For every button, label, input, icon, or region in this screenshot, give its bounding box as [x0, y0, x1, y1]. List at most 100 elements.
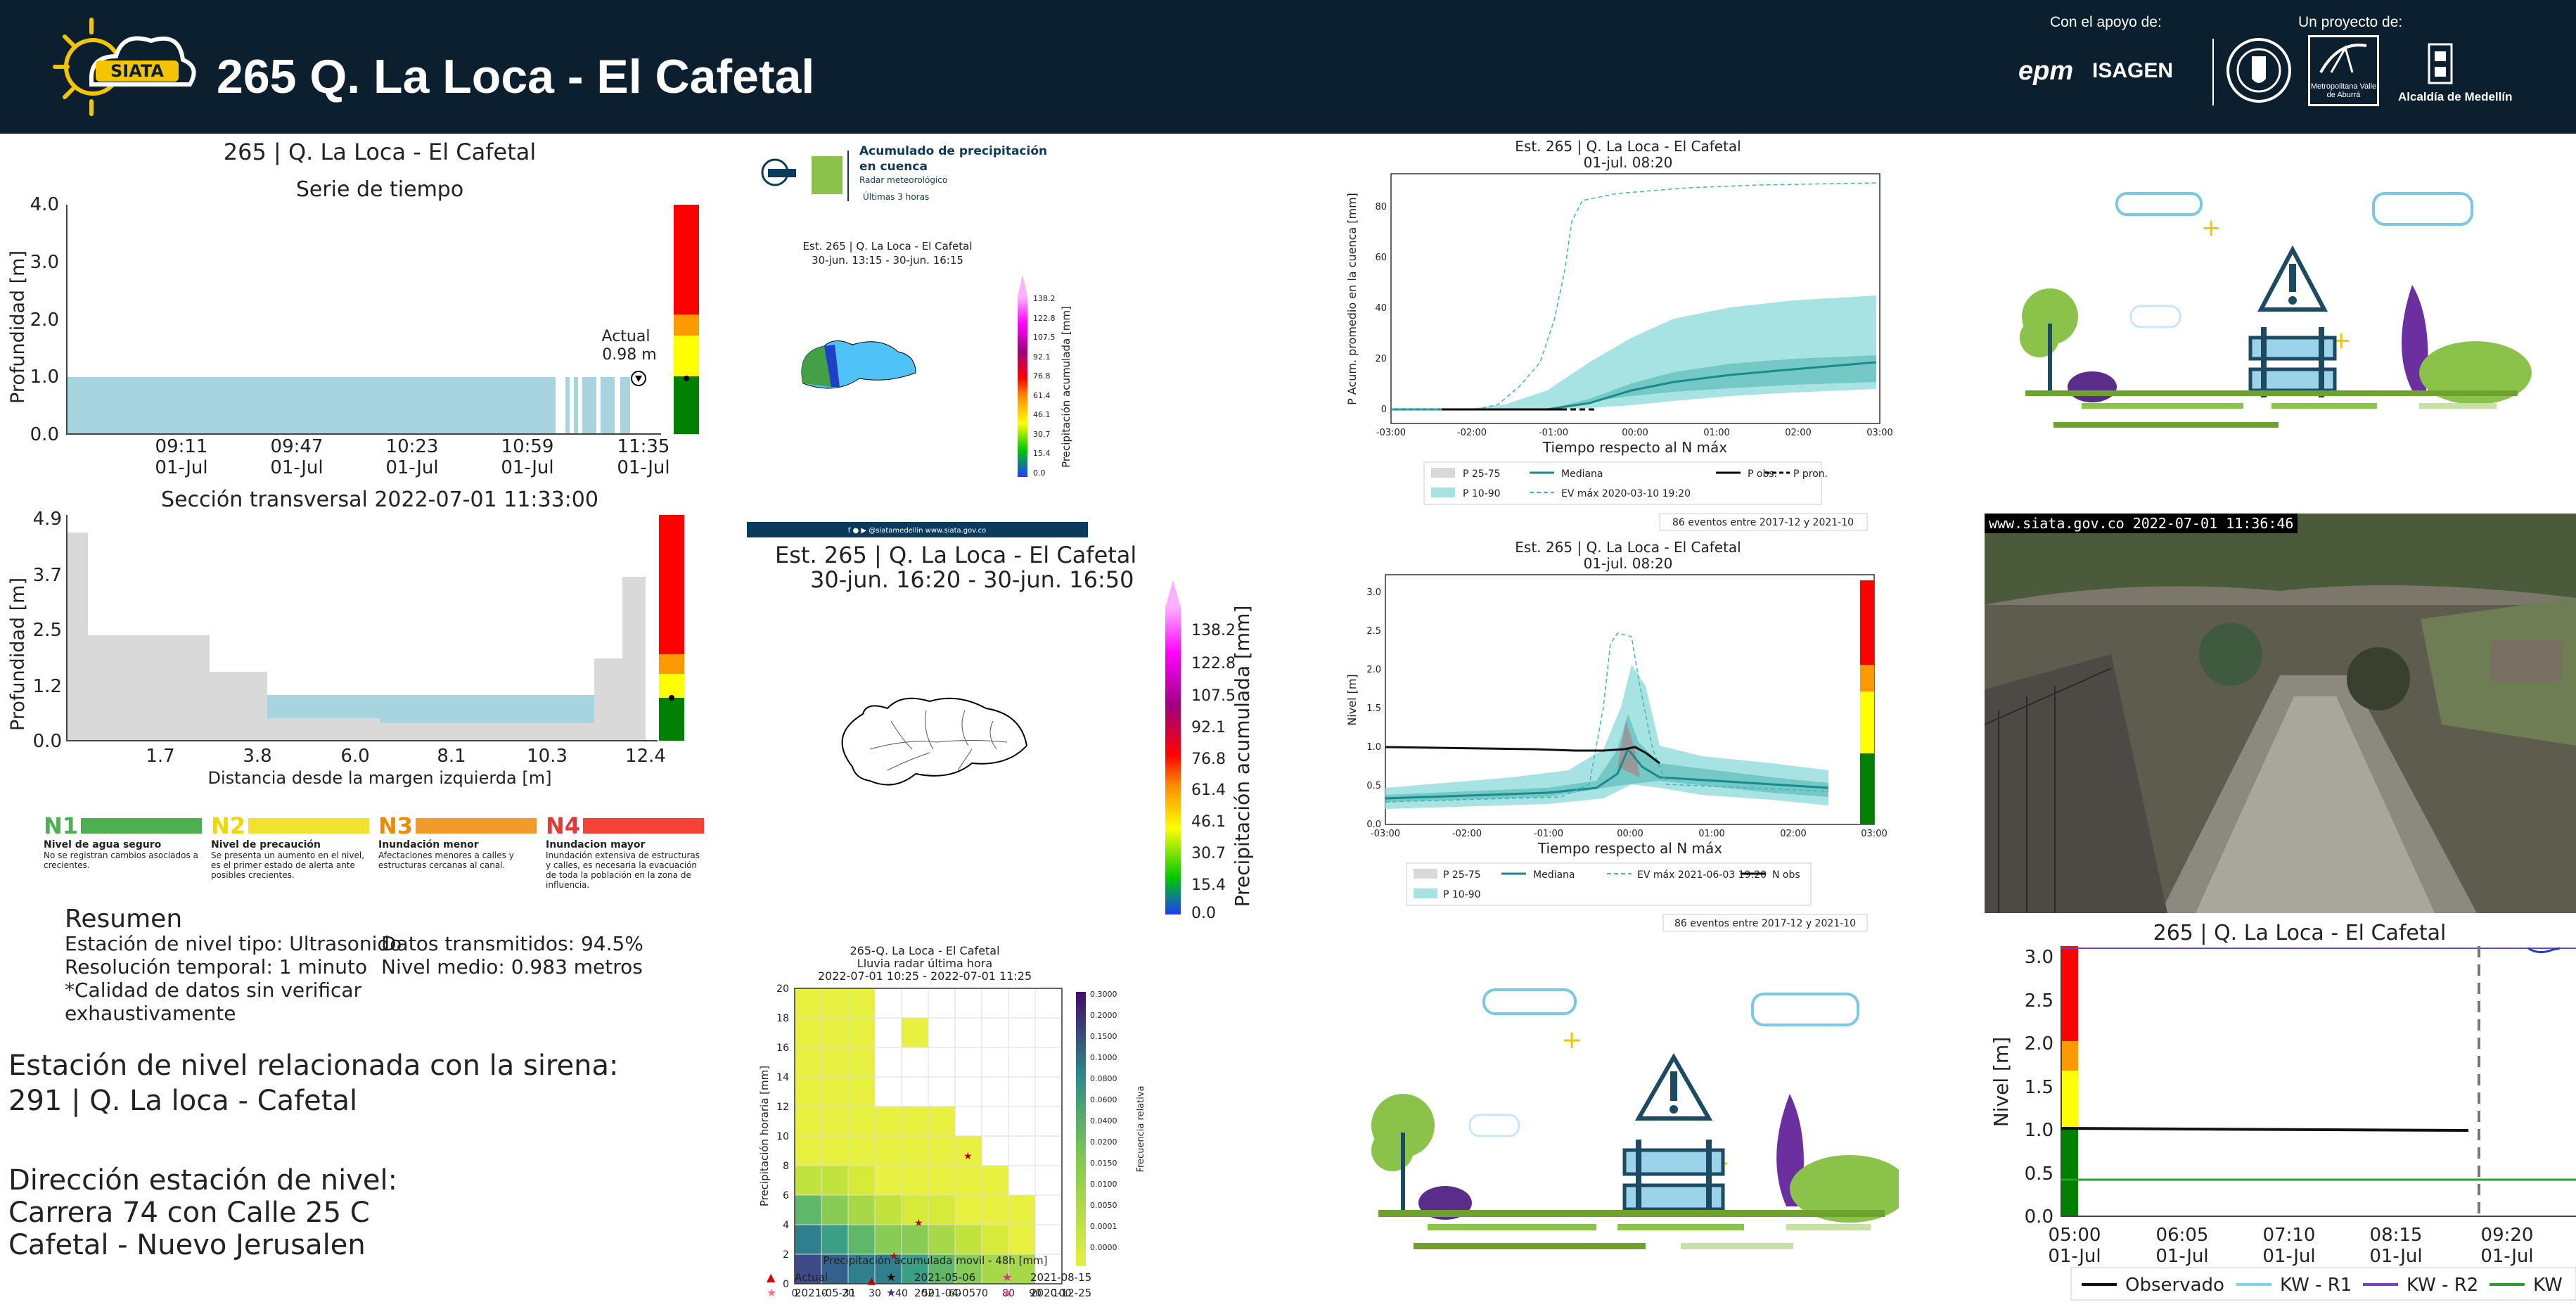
svg-text:90: 90: [1029, 1288, 1042, 1299]
section-ground-right: [594, 577, 646, 741]
svg-text:-01:00: -01:00: [1534, 829, 1563, 839]
svg-text:01-Jul: 01-Jul: [2480, 1246, 2533, 1267]
svg-text:f ● ▶ @siatamedellin www.sia: f ● ▶ @siatamedellin www.siata.gov.co: [848, 527, 986, 535]
level-n3: N3 Inundación menor Afectaciones menores…: [378, 812, 537, 870]
svg-text:46.1: 46.1: [1033, 410, 1051, 419]
alert-illustration-top: + +: [2020, 192, 2532, 428]
svg-text:0.0: 0.0: [33, 731, 62, 752]
heatmap-cell: [821, 1254, 848, 1284]
svg-text:70: 70: [975, 1288, 988, 1299]
heatmap-cell: [821, 1107, 848, 1136]
svg-text:3.0: 3.0: [30, 252, 59, 273]
svg-text:01-Jul: 01-Jul: [2369, 1246, 2422, 1267]
svg-text:2.0: 2.0: [30, 310, 59, 331]
heatmap-cell: [875, 1166, 902, 1195]
svg-text:122.8: 122.8: [1191, 655, 1236, 672]
svg-text:0.1500: 0.1500: [1090, 1032, 1117, 1041]
heatmap-cell: [848, 1018, 875, 1047]
svg-text:00:00: 00:00: [1622, 428, 1648, 438]
svg-text:30.7: 30.7: [1191, 845, 1226, 862]
svg-text:60: 60: [1375, 253, 1387, 263]
timeseries-chart: 265 | Q. La Loca - El Cafetal Serie de t…: [7, 139, 699, 478]
svg-text:0.0: 0.0: [1366, 820, 1381, 830]
svg-text:8.1: 8.1: [437, 746, 466, 767]
svg-text:01-Jul: 01-Jul: [2048, 1246, 2101, 1267]
tree-icon-2: [1371, 1094, 1435, 1210]
svg-text:12.4: 12.4: [625, 746, 666, 767]
webcam-image[interactable]: www.siata.gov.co 2022-07-01 11:36:46: [1985, 514, 2576, 913]
heatmap-cell: [848, 1107, 875, 1136]
heatmap-cell: [821, 988, 848, 1018]
heatmap-cell: [875, 1195, 902, 1225]
svg-text:15.4: 15.4: [1191, 876, 1226, 894]
svg-text:0.5: 0.5: [2025, 1163, 2053, 1185]
svg-text:2020-12-25: 2020-12-25: [1030, 1287, 1091, 1299]
heatmap-cell: [982, 1254, 1008, 1284]
heatmap-cell: [821, 1166, 848, 1195]
svg-text:6: 6: [783, 1190, 789, 1201]
svg-text:Tiempo respecto al N máx: Tiempo respecto al N máx: [1537, 840, 1722, 857]
level-stats-chart: Est. 265 | Q. La Loca - El Cafetal 01-ju…: [1345, 539, 1888, 932]
svg-text:40: 40: [895, 1288, 908, 1299]
svg-text:Radar meteorológico: Radar meteorológico: [859, 175, 947, 185]
svg-text:80: 80: [1375, 202, 1387, 212]
svg-text:05:00: 05:00: [2049, 1225, 2101, 1246]
svg-text:16: 16: [776, 1043, 789, 1054]
svg-text:09:11: 09:11: [155, 436, 208, 457]
svg-text:14: 14: [776, 1072, 789, 1083]
svg-text:01-Jul: 01-Jul: [2155, 1246, 2208, 1267]
svg-text:50: 50: [922, 1288, 935, 1299]
heatmap-cell: [928, 1195, 955, 1225]
svg-text:107.5: 107.5: [1033, 333, 1056, 342]
svg-text:30.7: 30.7: [1033, 430, 1051, 439]
svg-text:02:00: 02:00: [1780, 829, 1806, 839]
radar-accum-card: Acumulado de precipitación en cuenca Rad…: [747, 144, 1088, 537]
svg-text:0.0600: 0.0600: [1090, 1095, 1117, 1104]
svg-text:0.0001: 0.0001: [1090, 1222, 1117, 1231]
svg-text:100: 100: [1053, 1288, 1072, 1299]
heatmap-cell: [902, 1254, 928, 1284]
resumen-stats: Datos transmitidos: 94.5% Nivel medio: 0…: [381, 932, 643, 978]
svg-text:92.1: 92.1: [1033, 352, 1051, 362]
heatmap-cell: [795, 1225, 821, 1254]
svg-text:-03:00: -03:00: [1371, 829, 1400, 839]
svg-text:2.5: 2.5: [1366, 626, 1381, 637]
heatmap-cell: [795, 1166, 821, 1195]
svg-text:3.0: 3.0: [1366, 587, 1381, 598]
sponsor-alcaldia: Alcaldía de Medellín: [2398, 90, 2513, 103]
bush-icon: [2068, 371, 2117, 402]
svg-text:30-jun. 13:15 - 30-jun. 16:15: 30-jun. 13:15 - 30-jun. 16:15: [812, 254, 963, 267]
heatmap-cell: [982, 1225, 1008, 1254]
alert-illustration-bottom: + +: [1371, 988, 1899, 1249]
svg-text:0: 0: [783, 1279, 789, 1290]
water-level-fill: [67, 377, 556, 434]
svg-text:10:23: 10:23: [386, 436, 439, 457]
svg-text:40: 40: [1375, 303, 1387, 314]
svg-text:265 | Q. La Loca - El Cafetal: 265 | Q. La Loca - El Cafetal: [2153, 921, 2447, 945]
svg-text:18: 18: [776, 1013, 789, 1024]
big-bush-icon: [2419, 341, 2532, 404]
svg-text:01-Jul: 01-Jul: [2262, 1246, 2315, 1267]
heatmap-cell: [795, 1047, 821, 1077]
heatmap-cell: [902, 1107, 928, 1136]
svg-text:01-Jul: 01-Jul: [501, 457, 553, 478]
svg-text:★: ★: [886, 1286, 896, 1299]
heatmap-cell: [795, 1107, 821, 1136]
heatmap-cell: [821, 1047, 848, 1077]
svg-text:2: 2: [783, 1249, 789, 1261]
svg-text:6.0: 6.0: [340, 746, 369, 767]
svg-text:01-Jul: 01-Jul: [270, 457, 323, 478]
svg-text:03:00: 03:00: [1866, 428, 1892, 438]
svg-text:30-jun. 16:20 - 30-jun. 16:50: 30-jun. 16:20 - 30-jun. 16:50: [810, 566, 1134, 593]
level-stats-events: [1662, 914, 1868, 932]
section-level-bar: [659, 515, 684, 741]
svg-text:10: 10: [776, 1131, 789, 1142]
svg-text:09:20: 09:20: [2481, 1225, 2534, 1246]
svg-text:0.0150: 0.0150: [1090, 1159, 1117, 1168]
svg-text:2022-07-01 10:25 - 2022-07-01: 2022-07-01 10:25 - 2022-07-01 11:25: [818, 969, 1032, 983]
heatmap-cell: [955, 1136, 982, 1166]
svg-text:★: ★: [1002, 1286, 1012, 1299]
heatmap-cell: [902, 1195, 928, 1225]
heatmap-cell: [848, 1225, 875, 1254]
heatmap-cell: [928, 1107, 955, 1136]
